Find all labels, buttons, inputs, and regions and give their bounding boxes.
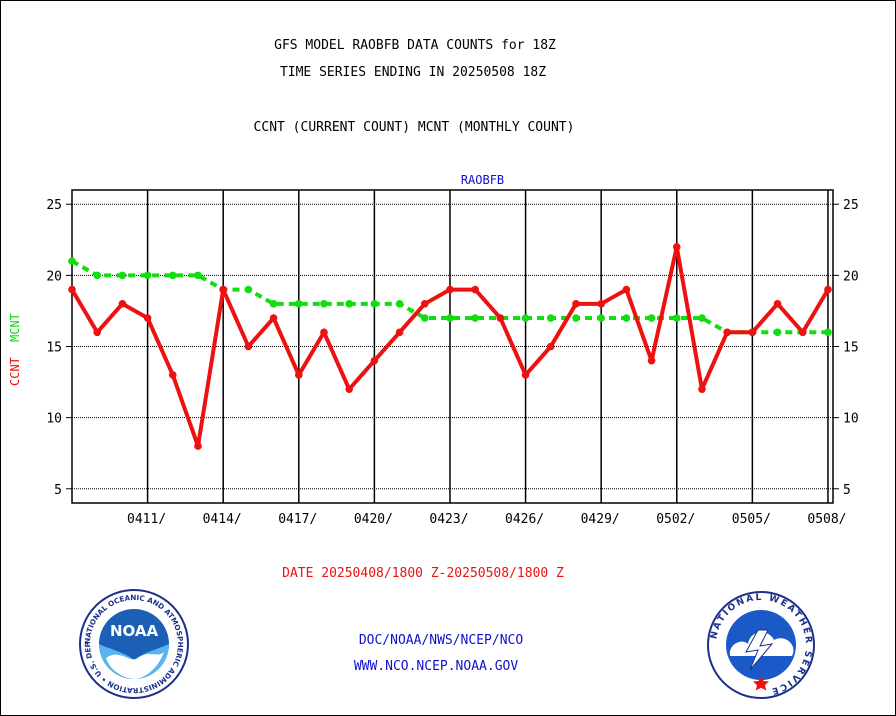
plot-title: RAOBFB: [461, 173, 504, 187]
data-point-ccnt: [521, 371, 530, 379]
x-tick-label: 0423/: [429, 512, 468, 527]
data-point-mcnt: [370, 300, 379, 308]
data-point-mcnt: [269, 300, 278, 308]
data-point-mcnt: [647, 314, 656, 322]
org-path-link[interactable]: DOC/NOAA/NWS/NCEP/NCO: [358, 633, 524, 648]
y-tick-label-left: 5: [54, 483, 62, 498]
data-point-ccnt: [395, 328, 404, 337]
data-point-mcnt: [168, 271, 177, 280]
data-point-ccnt: [622, 285, 631, 294]
data-point-ccnt: [446, 285, 454, 294]
y-tick-label-left: 20: [46, 269, 62, 284]
data-point-ccnt: [773, 300, 782, 308]
data-point-mcnt: [546, 314, 555, 322]
data-point-ccnt: [798, 328, 807, 337]
data-point-ccnt: [647, 356, 656, 365]
x-tick-label: 0426/: [505, 512, 544, 527]
x-tick-label: 0420/: [354, 512, 393, 527]
y-tick-label-left: 10: [46, 412, 62, 427]
data-point-mcnt: [194, 271, 202, 280]
x-tick-label: 0417/: [278, 512, 317, 527]
y-tick-label-right: 10: [843, 412, 859, 427]
data-point-mcnt: [294, 300, 303, 308]
data-point-ccnt: [698, 385, 706, 393]
data-point-ccnt: [143, 314, 152, 322]
data-point-mcnt: [521, 314, 530, 322]
chart-subtitle: CCNT (CURRENT COUNT) MCNT (MONTHLY COUNT…: [253, 120, 575, 135]
x-tick-label: 0502/: [656, 512, 695, 527]
y-tick-label-left: 25: [46, 198, 62, 213]
y-tick-label-right: 20: [843, 269, 859, 284]
y-tick-label-right: 5: [843, 483, 851, 498]
data-point-ccnt: [345, 385, 353, 393]
data-point-ccnt: [824, 285, 832, 294]
data-point-ccnt: [93, 328, 101, 337]
data-point-mcnt: [93, 271, 101, 280]
data-point-ccnt: [168, 371, 177, 379]
data-point-mcnt: [572, 314, 580, 322]
data-point-mcnt: [672, 314, 681, 322]
data-point-mcnt: [420, 314, 429, 322]
chart-title-line-2: TIME SERIES ENDING IN 20250508 18Z: [279, 65, 547, 80]
data-point-mcnt: [395, 300, 404, 308]
data-point-ccnt: [597, 300, 605, 308]
y-tick-label-left: 15: [46, 341, 62, 356]
data-point-ccnt: [320, 328, 328, 337]
data-point-ccnt: [471, 285, 479, 294]
data-point-ccnt: [672, 243, 681, 251]
chart-title-line-1: GFS MODEL RAOBFB DATA COUNTS for 18Z: [274, 38, 556, 53]
y-axis-label-mcnt: MCNT: [8, 313, 22, 342]
data-point-mcnt: [773, 328, 782, 337]
data-point-ccnt: [194, 442, 202, 450]
nws-logo-icon: NATIONAL WEATHER SERVICE: [707, 591, 815, 699]
data-point-ccnt: [572, 300, 580, 308]
data-point-mcnt: [446, 314, 454, 322]
data-point-ccnt: [294, 371, 303, 379]
data-point-mcnt: [143, 271, 152, 280]
x-tick-label: 0429/: [581, 512, 620, 527]
data-point-mcnt: [597, 314, 605, 322]
data-point-mcnt: [118, 271, 127, 280]
data-point-mcnt: [68, 257, 76, 265]
data-point-mcnt: [622, 314, 631, 322]
x-tick-label: 0411/: [127, 512, 166, 527]
data-point-mcnt: [345, 300, 353, 308]
date-range-label: DATE 20250408/1800 Z-20250508/1800 Z: [282, 566, 564, 581]
data-point-ccnt: [118, 300, 127, 308]
website-link[interactable]: WWW.NCO.NCEP.NOAA.GOV: [353, 659, 519, 674]
data-point-ccnt: [723, 328, 731, 337]
noaa-logo-icon: NATIONAL OCEANIC AND ATMOSPHERIC ADMINIS…: [78, 588, 189, 699]
data-point-mcnt: [244, 285, 253, 294]
data-point-mcnt: [698, 314, 706, 322]
y-axis-label-ccnt: CCNT: [8, 357, 22, 386]
data-point-mcnt: [471, 314, 479, 322]
data-point-ccnt: [68, 285, 76, 294]
data-point-ccnt: [546, 342, 555, 351]
data-point-ccnt: [496, 314, 505, 322]
x-tick-label: 0508/: [807, 512, 846, 527]
y-tick-label-right: 15: [843, 341, 859, 356]
data-point-ccnt: [219, 285, 227, 294]
x-tick-label: 0414/: [203, 512, 242, 527]
data-point-ccnt: [244, 342, 253, 351]
data-point-ccnt: [370, 356, 379, 365]
data-point-ccnt: [420, 300, 429, 308]
data-point-ccnt: [748, 328, 757, 337]
data-point-mcnt: [320, 300, 328, 308]
y-tick-label-right: 25: [843, 198, 859, 213]
data-point-mcnt: [824, 328, 832, 337]
x-tick-label: 0505/: [732, 512, 771, 527]
noaa-center-text: NOAA: [110, 622, 159, 640]
data-point-ccnt: [269, 314, 278, 322]
